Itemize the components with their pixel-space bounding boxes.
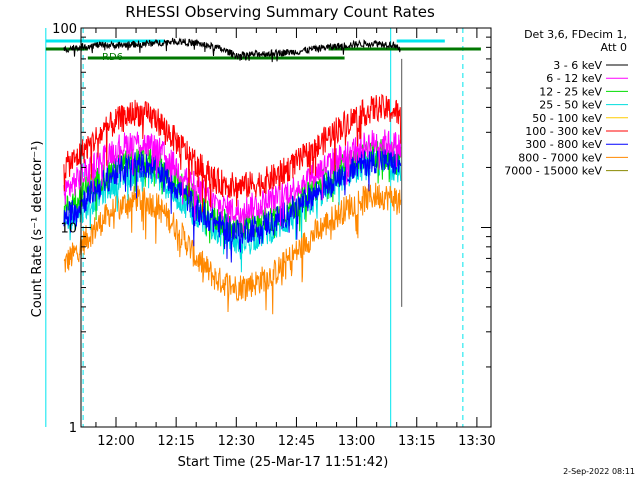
series-line-800-7000kev bbox=[63, 182, 402, 315]
y-tick-label: 1 bbox=[69, 421, 77, 436]
x-tick-label: 13:00 bbox=[338, 434, 375, 449]
series-line-3-6kev bbox=[63, 37, 401, 63]
legend-header-line-1: Det 3,6, FDecim 1, bbox=[524, 28, 627, 41]
footer-date-stamp: 2-Sep-2022 08:11 bbox=[563, 467, 635, 476]
series-line-100-300kev bbox=[63, 93, 402, 212]
legend-label: 50 - 100 keV bbox=[532, 112, 602, 125]
series-line-6-12kev bbox=[63, 129, 402, 233]
legend-label: 6 - 12 keV bbox=[546, 72, 602, 85]
legend-label: 3 - 6 keV bbox=[553, 59, 602, 72]
series-line-300-800kev bbox=[63, 149, 402, 263]
series-layer bbox=[63, 37, 403, 315]
x-axis-label: Start Time (25-Mar-17 11:51:42) bbox=[178, 455, 389, 470]
y-tick-label: 100 bbox=[52, 22, 77, 37]
x-tick-label: 13:30 bbox=[458, 434, 495, 449]
x-tick-label: 12:30 bbox=[218, 434, 255, 449]
x-tick-label: 12:45 bbox=[278, 434, 315, 449]
x-tick-label: 13:15 bbox=[398, 434, 435, 449]
y-axis-label: Count Rate (s⁻¹ detector⁻¹) bbox=[30, 141, 45, 318]
legend-label: 12 - 25 keV bbox=[539, 85, 602, 98]
x-tick-label: 12:15 bbox=[157, 434, 194, 449]
legend-label: 800 - 7000 keV bbox=[518, 151, 602, 164]
rd6-label: RD6 bbox=[102, 52, 123, 63]
y-tick-label: 10 bbox=[60, 222, 77, 237]
legend-label: 300 - 800 keV bbox=[525, 138, 602, 151]
x-tick-label: 12:00 bbox=[97, 434, 134, 449]
legend-label: 7000 - 15000 keV bbox=[504, 165, 602, 178]
legend-header-line-2: Att 0 bbox=[601, 41, 627, 54]
legend-label: 25 - 50 keV bbox=[539, 99, 602, 112]
chart-title: RHESSI Observing Summary Count Rates bbox=[125, 3, 435, 21]
tick-layer: 1 10 100 12:00 12:15 12:30 12:45 13:00 13:15 13:3… bbox=[52, 22, 495, 449]
legend-label: 100 - 300 keV bbox=[525, 125, 602, 138]
